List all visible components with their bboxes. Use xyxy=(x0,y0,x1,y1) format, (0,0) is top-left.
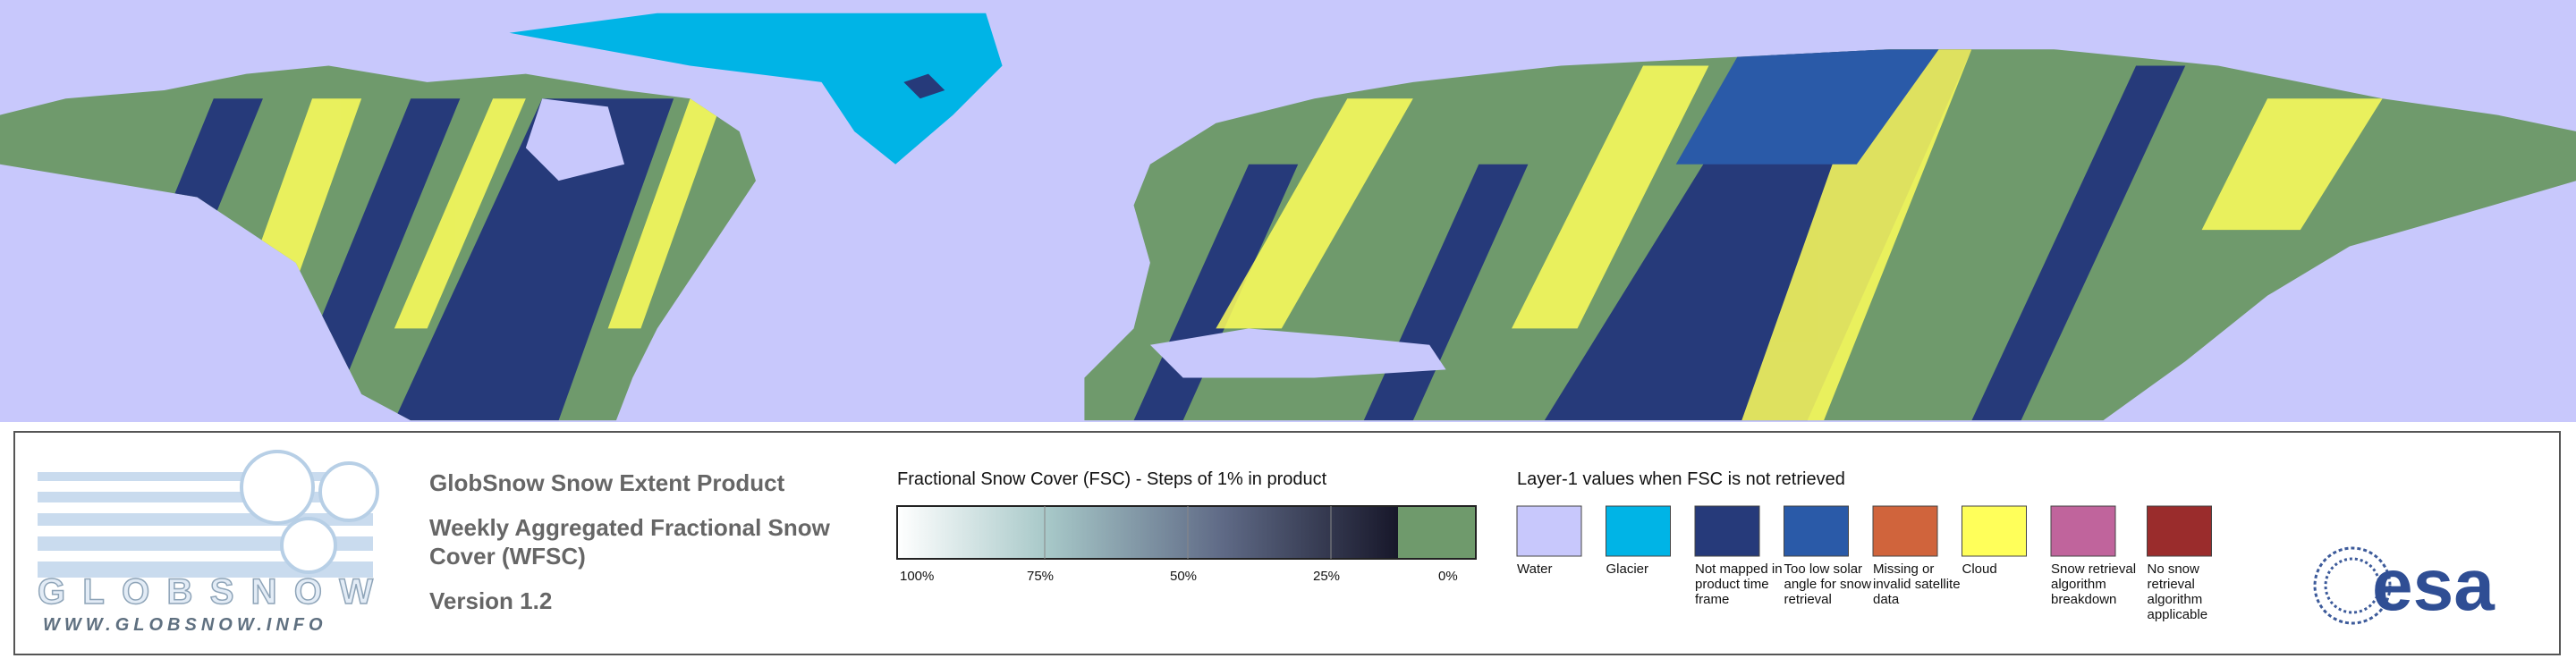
logo-stripe xyxy=(38,472,373,481)
class-swatch xyxy=(1606,505,1671,557)
class-swatch xyxy=(1872,505,1938,557)
class-swatch xyxy=(1962,505,2027,557)
class-label: Glacier xyxy=(1606,561,1649,577)
low-sun-swath xyxy=(1675,49,1939,165)
class-label: Missing or invalid satellite data xyxy=(1873,561,1961,607)
snowflake xyxy=(280,517,337,574)
product-version: Version 1.2 xyxy=(429,587,553,614)
fsc-zero xyxy=(1398,506,1476,559)
logo-url: WWW.GLOBSNOW.INFO xyxy=(43,615,327,635)
snowflake xyxy=(240,450,315,525)
esa-text: esa xyxy=(2372,545,2496,626)
fsc-tick-label: 50% xyxy=(1170,569,1198,584)
class-label: Water xyxy=(1517,561,1553,577)
class-label: Cloud xyxy=(1962,561,1997,577)
class-swatch xyxy=(1516,505,1582,557)
hudson-bay xyxy=(525,98,625,182)
logo-name: GLOBSNOW xyxy=(38,572,373,612)
layer1-title: Layer-1 values when FSC is not retrieved xyxy=(1517,469,1845,489)
esa-swirl xyxy=(2313,546,2392,625)
legend-box xyxy=(13,431,2561,655)
class-swatch xyxy=(2050,505,2116,557)
class-label: Not mapped in product time frame xyxy=(1695,561,1783,607)
class-label: Snow retrieval algorithm breakdown xyxy=(2051,561,2137,607)
fsc-title: Fractional Snow Cover (FSC) - Steps of 1… xyxy=(897,469,1327,489)
class-swatch xyxy=(1784,505,1849,557)
class-label: Too low solar angle for snow retrieval xyxy=(1784,561,1872,607)
class-swatch xyxy=(2147,505,2212,557)
class-label: No snow retrieval algorithm applicable xyxy=(2147,561,2208,622)
fsc-tick-label: 0% xyxy=(1438,569,1458,584)
fsc-gradient xyxy=(897,506,1398,559)
fsc-tick-label: 25% xyxy=(1313,569,1341,584)
class-swatch xyxy=(1694,505,1760,557)
snowflake xyxy=(318,461,379,522)
esa-swirl xyxy=(2324,557,2381,614)
product-title: GlobSnow Snow Extent Product xyxy=(429,469,785,496)
logo: GLOBSNOW WWW.GLOBSNOW.INFO xyxy=(37,450,379,635)
fsc-tick-label: 100% xyxy=(900,569,935,584)
esa-logo: esa xyxy=(2313,545,2496,626)
product-subtitle: Weekly Aggregated Fractional Snow Cover … xyxy=(429,514,830,570)
fsc-frame xyxy=(896,505,1477,560)
mediterranean xyxy=(1149,328,1446,378)
greenland xyxy=(509,13,1003,165)
fsc-tick-label: 75% xyxy=(1027,569,1055,584)
greenland-patch xyxy=(903,73,945,99)
